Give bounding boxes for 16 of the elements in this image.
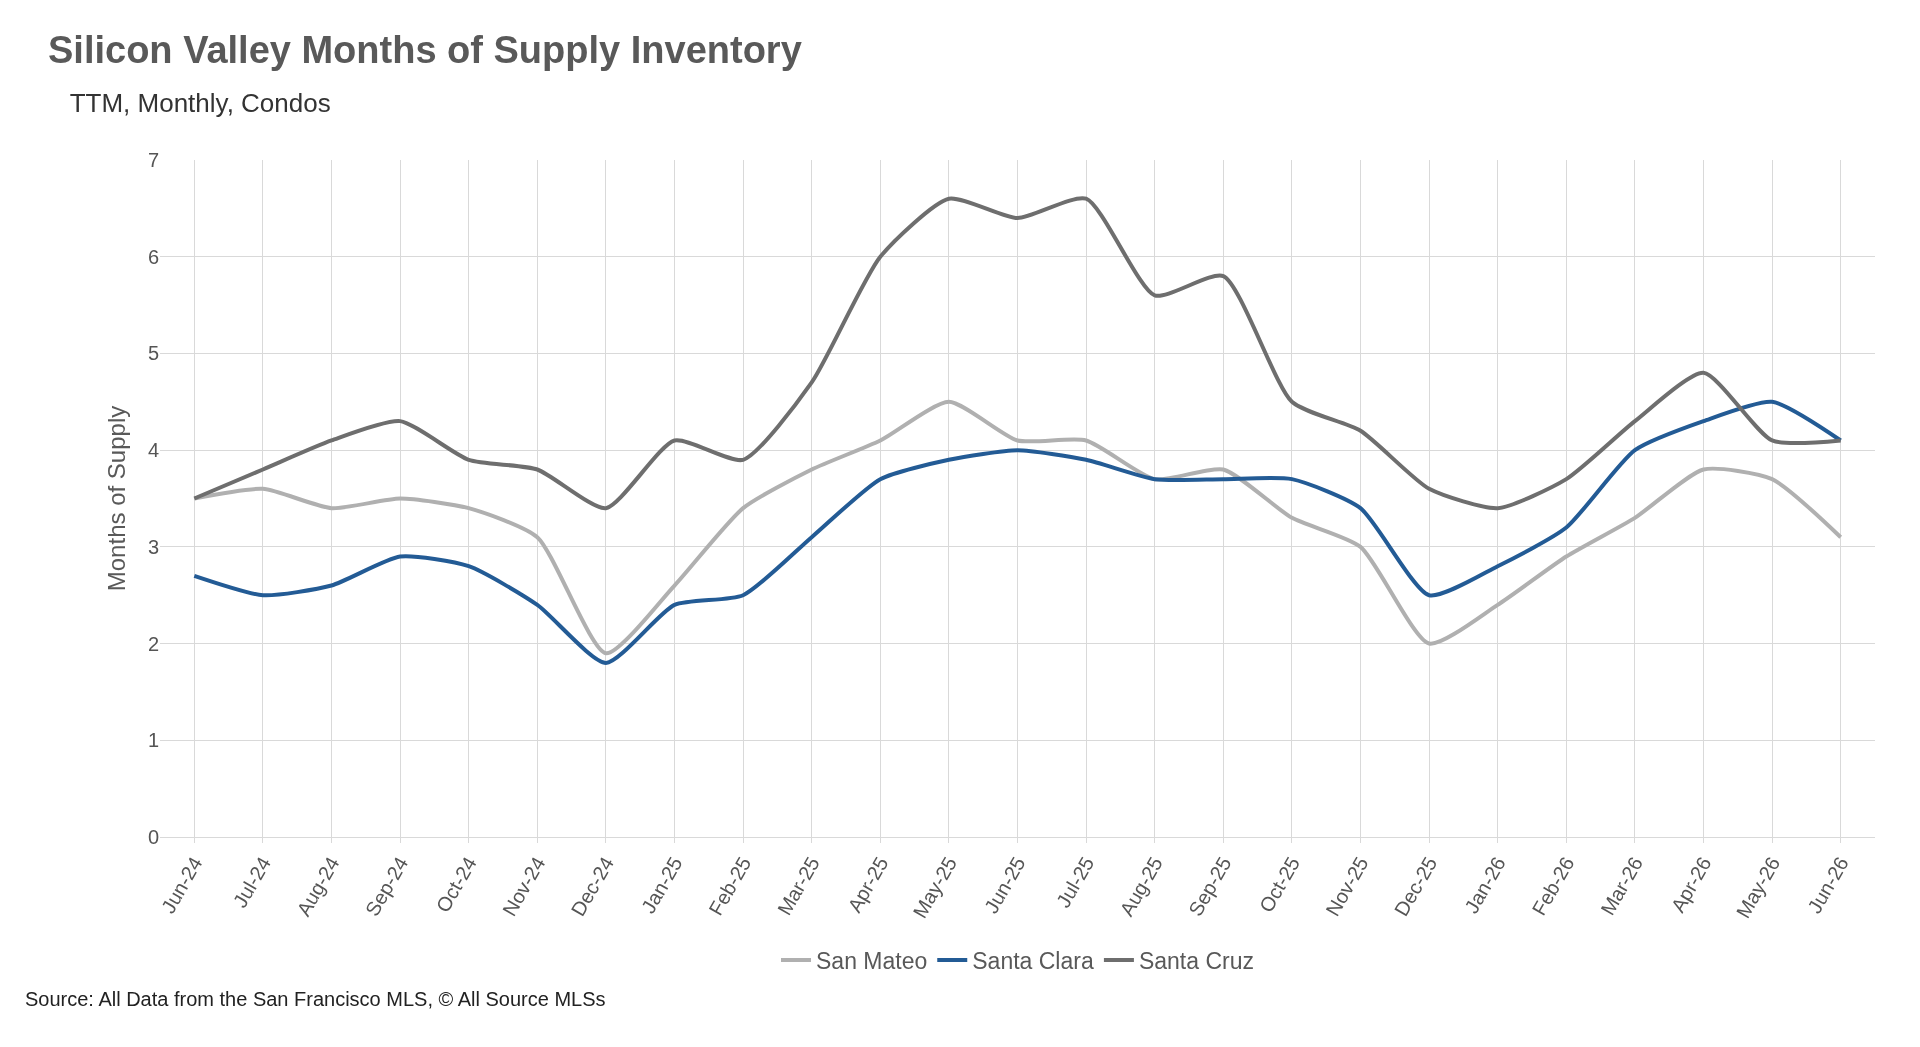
line-series (192, 196, 1843, 511)
y-tick-label: 1 (147, 729, 159, 752)
legend-label: San Mateo (816, 947, 928, 974)
chart-subtitle: TTM, Monthly, Condos (48, 88, 331, 119)
y-tick-label: 3 (147, 535, 159, 558)
y-axis-title: Months of Supply (102, 405, 130, 592)
y-tick-label: 7 (147, 149, 159, 171)
y-tick-label: 6 (147, 245, 159, 268)
chart-title: Silicon Valley Months of Supply Inventory (48, 28, 802, 71)
legend-label: Santa Clara (972, 947, 1094, 974)
legend-label: Santa Cruz (1138, 947, 1254, 974)
y-tick-label: 4 (147, 439, 159, 462)
source-note: Source: All Data from the San Francisco MLS, © All Source MLSs (25, 988, 606, 1010)
y-tick-label: 2 (147, 632, 159, 655)
y-tick-label: 5 (147, 342, 159, 365)
y-tick-label: 0 (147, 826, 159, 848)
